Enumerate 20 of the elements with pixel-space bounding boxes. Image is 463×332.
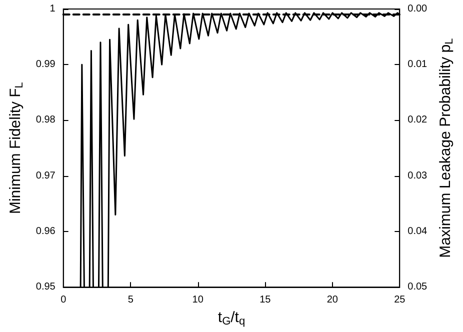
x-tick-label: 0 bbox=[60, 294, 67, 306]
y2-tick-label: 0.05 bbox=[408, 282, 428, 293]
y2-tick-label: 0.04 bbox=[408, 226, 428, 237]
y-tick-label: 0.98 bbox=[36, 114, 56, 126]
x-tick-label: 10 bbox=[192, 294, 204, 306]
y2-tick-label: 0.00 bbox=[408, 4, 428, 14]
y2-axis-title: Maximum Leakage Probability pL bbox=[437, 38, 456, 258]
y-axis-title: Minimum Fidelity FL bbox=[7, 82, 26, 214]
x-tick-label: 15 bbox=[260, 294, 272, 306]
y-tick-label: 0.95 bbox=[36, 282, 56, 293]
x-tick-label: 5 bbox=[128, 294, 134, 306]
y-tick-label: 0.97 bbox=[36, 170, 56, 182]
y-tick-label: 0.96 bbox=[36, 226, 56, 237]
y2-tick-label: 0.01 bbox=[408, 59, 428, 70]
x-tick-label: 25 bbox=[394, 294, 406, 306]
y2-tick-label: 0.03 bbox=[408, 170, 428, 182]
x-tick-label: 20 bbox=[326, 294, 338, 306]
y2-tick-label: 0.02 bbox=[408, 114, 428, 126]
y-tick-label: 0.99 bbox=[36, 59, 56, 70]
y-tick-label: 1 bbox=[50, 4, 56, 14]
